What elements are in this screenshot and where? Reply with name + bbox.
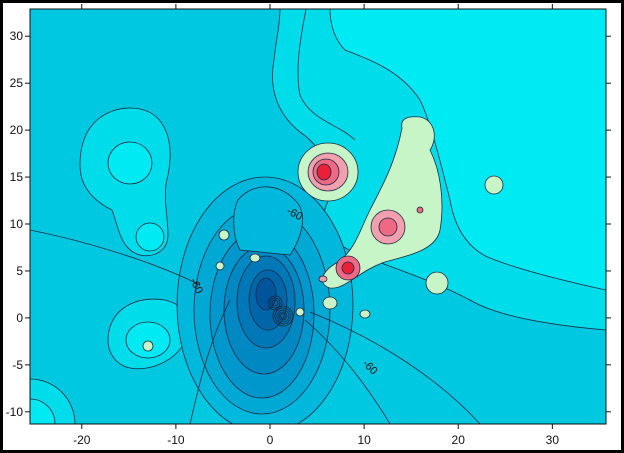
contour-line <box>280 313 286 319</box>
chart-frame: -20 -10 0 10 20 30 -10 -5 0 5 10 15 20 25 30 -60 -60 -… <box>3 3 621 450</box>
y-tick-label: 10 <box>10 217 24 231</box>
contour-region <box>125 321 171 359</box>
contour-region <box>484 175 504 195</box>
contour-line <box>269 297 281 309</box>
contour-region <box>233 186 303 256</box>
contour-region <box>322 116 443 289</box>
contour-region <box>218 229 230 241</box>
y-tick-label: -10 <box>6 405 24 419</box>
y-tick-label: -5 <box>12 358 23 372</box>
contour-line <box>309 311 481 424</box>
contour-region <box>329 9 606 291</box>
x-tick-label: 30 <box>546 433 560 447</box>
contour-region <box>425 271 449 295</box>
contour-region <box>295 307 305 317</box>
x-tick-label: -10 <box>167 433 185 447</box>
contour-line <box>30 229 201 286</box>
contour-line <box>189 299 231 424</box>
x-tick-label: 10 <box>357 433 371 447</box>
y-tick-label: 25 <box>10 76 24 90</box>
contour-line <box>267 295 283 311</box>
contour-region <box>107 141 153 185</box>
contour-region <box>255 277 277 311</box>
contour-line <box>274 307 292 325</box>
contour-region <box>142 340 154 352</box>
contour-line <box>297 9 356 141</box>
y-tick-label: 20 <box>10 123 24 137</box>
y-tick-label: 30 <box>10 29 24 43</box>
contour-region <box>135 222 165 252</box>
contour-line <box>276 309 290 323</box>
contour-region <box>341 261 355 275</box>
contour-region <box>416 206 424 214</box>
contour-region <box>316 163 332 181</box>
y-tick-label: 5 <box>16 264 23 278</box>
contour-line <box>304 319 391 424</box>
x-tick-label: 0 <box>267 433 274 447</box>
y-tick-label: 15 <box>10 170 24 184</box>
contour-region <box>249 253 261 263</box>
contour-region <box>378 217 398 237</box>
contour-line <box>271 299 279 307</box>
plot-border <box>29 8 607 425</box>
contour-region <box>318 275 328 283</box>
y-tick-label: 0 <box>16 311 23 325</box>
x-tick-label: 20 <box>452 433 466 447</box>
contour-region <box>359 309 371 319</box>
contour-region <box>322 296 338 310</box>
x-tick-label: -20 <box>73 433 91 447</box>
contour-line <box>272 305 294 327</box>
contour-line <box>278 311 288 321</box>
contour-region <box>30 398 56 424</box>
contour-region <box>215 261 225 271</box>
